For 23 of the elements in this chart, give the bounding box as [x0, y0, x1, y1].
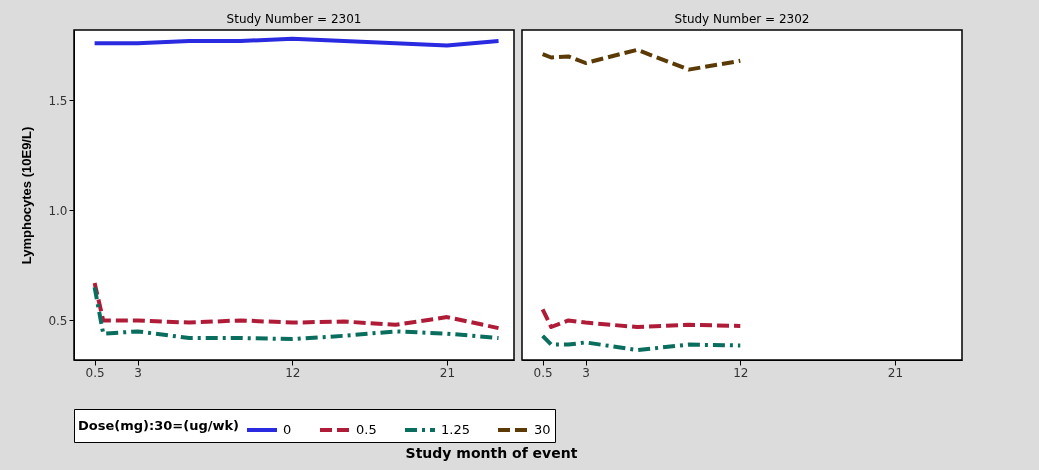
x-tick-label: 21	[439, 365, 456, 380]
chart-title: Study Number = 2302	[674, 12, 810, 26]
x-axis-title: Study month of event	[405, 444, 578, 461]
y-tick-label: 0.5	[48, 313, 68, 328]
legend-label: 0.5	[356, 422, 377, 437]
legend-label: 0	[283, 422, 292, 437]
x-tick-label: 0.5	[85, 365, 105, 380]
y-tick-label: 1.0	[48, 203, 68, 218]
chart-title: Study Number = 2301	[226, 12, 362, 26]
line-series	[92, 285, 501, 342]
line-series	[92, 281, 501, 331]
x-tick-label: 21	[887, 365, 904, 380]
line-series	[92, 36, 501, 48]
x-tick-label: 0.5	[533, 365, 553, 380]
y-axis-title: Lymphocytes (10E9/L)	[19, 126, 35, 265]
x-tick-label: 3	[582, 365, 590, 380]
y-tick-label: 1.5	[48, 93, 68, 108]
legend-title: Dose(mg):30=(ug/wk)	[78, 418, 240, 433]
legend-label: 1.25	[441, 422, 470, 437]
x-tick-label: 12	[285, 365, 301, 380]
x-tick-label: 12	[733, 365, 749, 380]
legend-label: 30	[534, 422, 551, 437]
x-tick-label: 3	[134, 365, 142, 380]
